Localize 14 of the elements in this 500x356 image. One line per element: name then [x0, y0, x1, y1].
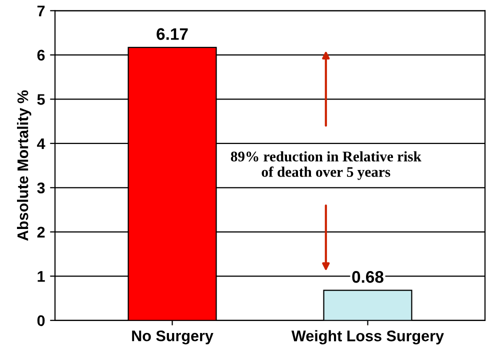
y-axis-title: Absolute Mortality % — [16, 90, 32, 241]
y-tick-label: 3 — [37, 182, 45, 194]
x-tick-label: No Surgery — [132, 330, 214, 344]
data-label: 0.68 — [352, 271, 384, 283]
annotation: 89% reduction in Relative risk of death over 5 years — [230, 151, 422, 180]
y-tick-label: 2 — [37, 226, 45, 238]
y-tick-label: 5 — [37, 94, 45, 105]
y-tick-label: 7 — [37, 6, 45, 16]
y-tick-label: 1 — [38, 271, 45, 282]
y-tick-label: 0 — [37, 315, 45, 326]
y-tick-label: 4 — [37, 138, 46, 149]
y-tick-label: 6 — [37, 50, 45, 61]
data-label: 6.17 — [156, 28, 188, 40]
x-tick-label: Weight Loss Surgery — [291, 330, 444, 344]
